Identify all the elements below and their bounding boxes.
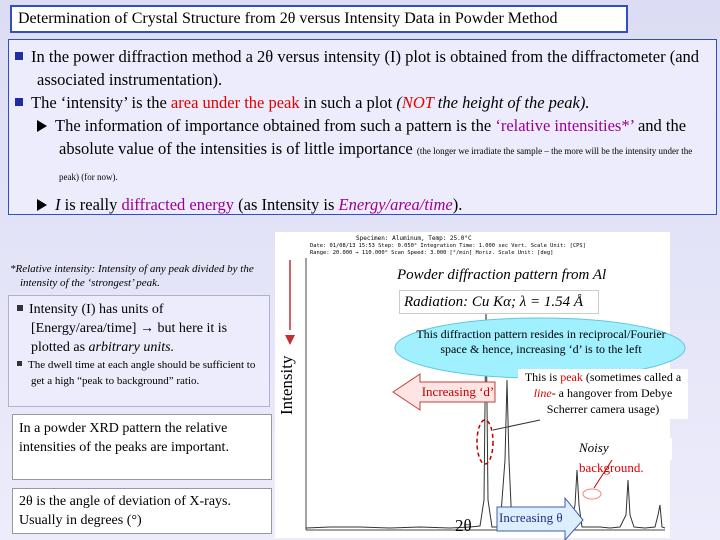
bullet-text: In the power diffraction method a 2θ ver…: [31, 47, 700, 89]
text: the height of the peak).: [433, 93, 590, 112]
bullet: The ‘intensity’ is the area under the pe…: [15, 91, 710, 114]
text: I: [55, 195, 61, 214]
bullet: Intensity (I) has units of [Energy/area/…: [15, 300, 265, 357]
text: Noisy: [579, 440, 609, 455]
text: Intensity (I) has units of [Energy/area/…: [29, 302, 228, 355]
text: The ‘intensity’ is the: [31, 93, 171, 112]
peak-note: This is peak (sometimes called a line- a…: [518, 369, 688, 419]
arrowhead: [285, 335, 295, 345]
left-arrow: [392, 373, 496, 411]
peak-highlight: [476, 419, 494, 465]
highlight: diffracted energy: [121, 195, 234, 214]
left-box: Intensity (I) has units of [Energy/area/…: [8, 295, 270, 407]
text: ).: [452, 195, 463, 214]
highlight: NOT: [401, 93, 434, 112]
increasing-d: Increasing ‘d’: [421, 384, 495, 399]
increasing-theta: Increasing θ: [499, 510, 563, 525]
highlight: line: [533, 386, 552, 400]
reciprocal-note: This diffraction pattern resides in reci…: [416, 327, 666, 356]
text: arbitrary units.: [88, 340, 175, 355]
caption: Powder diffraction pattern from Al: [397, 267, 607, 283]
radiation: Radiation: Cu Kα; λ = 1.54 Å: [399, 290, 599, 314]
title-box: Determination of Crystal Structure from …: [10, 5, 628, 33]
text: (: [396, 93, 402, 112]
pointer: [492, 419, 541, 431]
noisy-note: Noisy background.: [576, 438, 672, 475]
text: (as Intensity is: [234, 195, 339, 214]
note: In a powder XRD pattern the relative int…: [12, 414, 272, 480]
text: - a hangover from Debye Scherrer camera …: [546, 386, 673, 416]
text: This is: [524, 370, 561, 384]
bullet: The dwell time at each angle should be s…: [15, 357, 265, 389]
sub-bullet: The information of importance obtained f…: [15, 114, 710, 189]
x-axis-label: 2θ: [455, 516, 472, 535]
title: Determination of Crystal Structure from …: [18, 10, 558, 27]
bullet: In the power diffraction method a 2θ ver…: [15, 45, 710, 91]
y-axis-label: Intensity: [277, 355, 296, 415]
text: The dwell time at each angle should be s…: [28, 359, 256, 387]
right-arrow: [496, 496, 584, 540]
footnote: *Relative intensity: Intensity of any pe…: [10, 263, 254, 289]
plot-header: Specimen: Aluminum, Temp: 25.0°C: [356, 235, 472, 242]
text: background.: [579, 460, 644, 475]
text: (sometimes called a: [582, 370, 682, 384]
text: in such a plot: [299, 93, 397, 112]
text: is really: [60, 195, 122, 214]
highlight: area under the peak: [170, 93, 300, 112]
text: The information of importance obtained f…: [55, 116, 496, 135]
plot-header: Range: 20.000 → 110.000° Scan Speed: 3.0…: [310, 250, 553, 256]
sub-bullet: I is really diffracted energy (as Intens…: [15, 193, 710, 216]
note: 2θ is the angle of deviation of X-rays. …: [12, 488, 272, 534]
main-box: In the power diffraction method a 2θ ver…: [8, 39, 717, 215]
noise-highlight: [582, 488, 602, 500]
plot-header: Date: 01/08/13 15:53 Step: 0.050° Integr…: [310, 243, 586, 249]
small-text: (the longer we irradiate the sample – th…: [59, 146, 693, 182]
highlight: ‘relative intensities*’: [495, 116, 634, 135]
text: and the absolute value of the intensitie…: [59, 116, 687, 158]
highlight: peak: [560, 370, 583, 384]
highlight: Energy/area/time: [338, 195, 453, 214]
pointer: [593, 459, 613, 489]
